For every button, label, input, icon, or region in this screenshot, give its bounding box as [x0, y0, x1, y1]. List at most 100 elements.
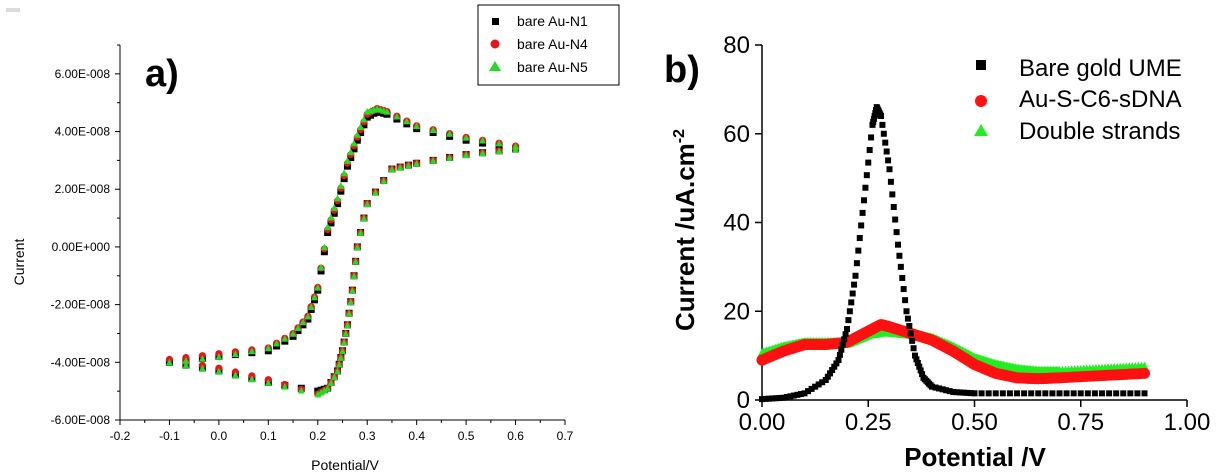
panel-a-legend-box [477, 4, 620, 86]
panel-a-data-point [353, 131, 361, 138]
panel-a-data-point [314, 283, 322, 291]
panel-b-data-point [1042, 390, 1049, 397]
panel-a-data-point [281, 383, 289, 390]
panel-b-data-point [845, 317, 852, 324]
panel-a-data-point [393, 112, 401, 120]
panel-a-data-point [324, 223, 332, 231]
panel-a-data-point [248, 347, 256, 355]
panel-a-data-point [360, 115, 368, 123]
panel-b-data-point [939, 386, 946, 393]
panel-b-data-point [892, 216, 899, 223]
panel-b-data-point [1006, 390, 1013, 397]
panel-b-data-point [829, 367, 836, 374]
panel-a-y-tick-label: 6.00E-008 [55, 67, 111, 81]
panel-a-data-point [327, 379, 335, 386]
panel-b-data-point [849, 290, 856, 297]
panel-b-data-point [950, 389, 957, 396]
panel-a-data-point [413, 159, 421, 167]
panel-b-data-point [936, 385, 943, 392]
panel-b-legend-label-3: Double strands [1019, 118, 1180, 145]
panel-b-legend-label-2: Au-S-C6-sDNA [1019, 86, 1182, 113]
panel-b-data-point [815, 381, 822, 388]
panel-b-data-point [999, 390, 1006, 397]
panel-a-data-point [198, 364, 206, 372]
panel-b-data-point [967, 390, 974, 397]
panel-b-label: b) [664, 49, 700, 91]
panel-a-data-point [462, 133, 470, 141]
panel-b-data-point [1014, 390, 1020, 397]
panel-a-data-point [297, 386, 305, 394]
panel-a-data-point [403, 117, 411, 125]
panel-a-data-point [198, 355, 206, 362]
panel-a-x-tick-label: 0.0 [211, 429, 228, 443]
panel-a-data-point [182, 357, 190, 364]
panel-b-data-point [794, 391, 801, 398]
panel-b-data-point [858, 222, 865, 229]
panel-a-x-tick-label: 0.3 [359, 429, 376, 443]
panel-b-data-point [1141, 390, 1148, 397]
panel-a-data-point [299, 318, 307, 326]
panel-b-data-point [943, 387, 950, 394]
panel-b-data-point [801, 390, 808, 397]
panel-b-data-point [1049, 390, 1056, 397]
panel-a-data-point [340, 169, 348, 177]
panel-a-marks [165, 104, 520, 398]
panel-a-data-point [343, 321, 351, 329]
panel-b-data-point [808, 385, 815, 392]
panel-b-data-point [906, 323, 913, 330]
panel-a-data-point [231, 371, 239, 379]
panel-b-data-point [897, 263, 904, 270]
panel-b-data-point [1063, 390, 1070, 397]
panel-b-data-point [787, 393, 794, 400]
panel-b-data-point [805, 388, 812, 395]
panel-a-data-point [248, 375, 256, 382]
panel-a-x-tick-label: 0.7 [557, 429, 574, 443]
panel-a-data-point [281, 334, 289, 342]
panel-a-data-point [350, 272, 358, 280]
panel-a-data-point [396, 163, 404, 171]
panel-a-data-point [363, 200, 371, 207]
panel-a-data-point [310, 293, 318, 301]
panel-b-data-point [879, 121, 886, 128]
panel-b-data-point [853, 260, 860, 267]
panel-b-y-tick-label: 20 [723, 298, 750, 325]
panel-a-data-point [264, 344, 272, 352]
panel-b-data-point [776, 395, 783, 402]
panel-b-data-point [932, 384, 939, 391]
panel-b-data-point [985, 390, 992, 397]
panel-b-data-point [885, 157, 892, 164]
panel-b-x-tick-label: 1.00 [1164, 409, 1211, 436]
panel-b-data-point [895, 241, 901, 248]
legend-marker-square [492, 18, 499, 25]
panel-b-data-point [957, 389, 964, 396]
panel-a-data-point [429, 126, 437, 133]
panel-a-x-tick-label: 0.2 [309, 429, 326, 443]
panel-a-data-point [334, 367, 342, 375]
panel-b-data-point [855, 247, 862, 254]
panel-b-data-point [896, 252, 903, 259]
panel-a-data-point [404, 161, 412, 169]
panel-b-data-point [863, 172, 870, 179]
panel-a-x-tick-label: 0.1 [260, 429, 277, 443]
panel-a-data-point [314, 390, 322, 398]
panel-a-y-tick-label: 0.00E+000 [52, 240, 111, 254]
panel-b-data-point [848, 299, 855, 306]
panel-a-data-point [337, 354, 345, 361]
panel-b-marks [756, 104, 1150, 403]
panel-a-data-point [343, 157, 351, 164]
panel-b-y-axis-label-superscript: -2 [671, 129, 688, 143]
panel-b-data-point [1084, 390, 1091, 397]
panel-a-y-tick-label: -4.00E-008 [51, 355, 111, 369]
panel-a-legend: bare Au-N1 bare Au-N4 bare Au-N5 [477, 4, 620, 86]
panel-b-data-point [1035, 390, 1042, 397]
panel-a-data-point [371, 188, 379, 196]
panel-b-data-point [960, 389, 967, 396]
panel-a-data-point [327, 213, 335, 221]
panel-a-data-point [348, 286, 356, 294]
panel-a-x-axis-label: Potential/V [311, 457, 379, 473]
panel-b-data-point [899, 274, 906, 281]
panel-b-data-point [833, 360, 840, 367]
panel-b-y-tick-label: 80 [723, 32, 750, 59]
panel-a-x-tick-label: 0.5 [458, 429, 475, 443]
